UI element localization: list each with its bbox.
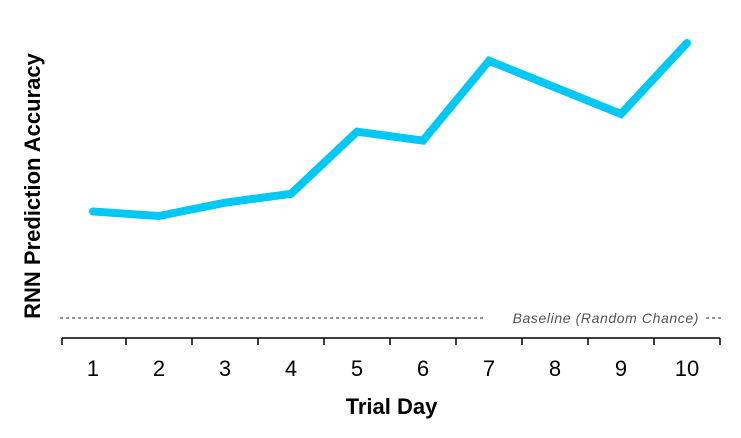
x-tick-label: 10 — [675, 356, 699, 381]
x-axis: 1 2 3 4 5 6 7 8 9 10 — [61, 337, 721, 381]
series-line — [89, 39, 691, 221]
series-group — [89, 39, 691, 221]
x-tick-label: 9 — [615, 356, 627, 381]
x-tick-label: 2 — [153, 356, 165, 381]
x-tick-label: 4 — [285, 356, 297, 381]
x-tick-label: 5 — [351, 356, 363, 381]
x-tick-label: 6 — [417, 356, 429, 381]
baseline-label: Baseline (Random Chance) — [513, 310, 699, 326]
y-axis-title: RNN Prediction Accuracy — [20, 52, 45, 318]
x-ticks: 1 2 3 4 5 6 7 8 9 10 — [61, 338, 721, 381]
baseline-reference: Baseline (Random Chance) — [60, 310, 722, 326]
x-tick-label: 7 — [483, 356, 495, 381]
x-tick-label: 8 — [549, 356, 561, 381]
x-axis-title: Trial Day — [346, 394, 438, 419]
x-tick-label: 1 — [87, 356, 99, 381]
x-tick-label: 3 — [219, 356, 231, 381]
